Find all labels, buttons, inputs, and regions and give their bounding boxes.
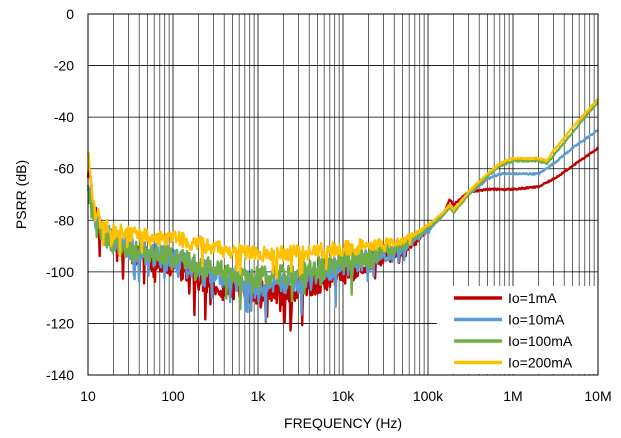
y-tick-label: -140 <box>46 367 74 383</box>
x-tick-label: 1k <box>251 388 267 404</box>
x-tick-label: 1M <box>503 388 522 404</box>
y-axis-title: PSRR (dB) <box>13 160 29 229</box>
legend-label: Io=200mA <box>508 355 573 371</box>
x-tick-label: 100 <box>161 388 185 404</box>
tick-labels: 10 100 1k 10k 100k 1M 10M 0 -20 -40 -60 -80 -100 -120… <box>46 6 612 404</box>
y-tick-label: -40 <box>54 109 74 125</box>
y-tick-label: -20 <box>54 58 74 74</box>
x-tick-label: 100k <box>413 388 444 404</box>
legend-label: Io=100mA <box>508 333 573 349</box>
legend: Io=1mA Io=10mA Io=100mA Io=200mA <box>437 286 598 374</box>
series-line-io-200ma <box>86 98 600 280</box>
legend-label: Io=1mA <box>508 290 557 306</box>
series-line-io-100ma <box>86 100 599 311</box>
series-layer <box>86 98 600 332</box>
x-tick-label: 10 <box>80 388 96 404</box>
plot-frame <box>87 13 599 376</box>
y-tick-label: -60 <box>54 161 74 177</box>
x-axis-title: FREQUENCY (Hz) <box>284 415 402 431</box>
y-tick-label: -120 <box>46 315 74 331</box>
x-tick-label: 10k <box>332 388 356 404</box>
legend-box <box>437 286 598 374</box>
y-tick-label: -100 <box>46 264 74 280</box>
legend-label: Io=10mA <box>508 312 565 328</box>
y-tick-label: 0 <box>66 6 74 22</box>
x-tick-label: 10M <box>584 388 611 404</box>
y-tick-label: -80 <box>54 212 74 228</box>
